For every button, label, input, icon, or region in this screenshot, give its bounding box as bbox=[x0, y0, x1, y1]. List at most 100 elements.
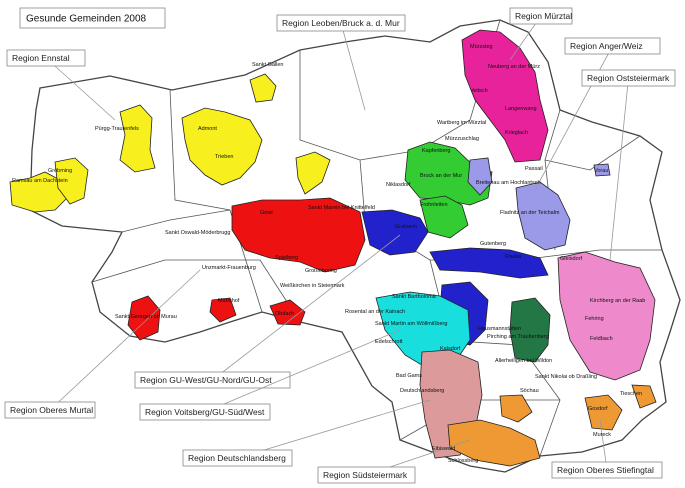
place-label: Rosental an der Kainach bbox=[345, 309, 405, 315]
place-label: Sankt Marein bei Knittelfeld bbox=[308, 205, 375, 211]
label-box bbox=[509, 7, 573, 25]
region-area bbox=[127, 295, 161, 341]
place-label: Mürzzuschlag bbox=[445, 136, 479, 142]
place-label: Passail bbox=[525, 166, 543, 172]
place-label: Kirchberg an der Raab bbox=[590, 298, 645, 304]
region-area bbox=[515, 181, 571, 251]
place-label: Allerheiligen bei Wildon bbox=[495, 358, 552, 364]
state-border bbox=[29, 19, 681, 473]
place-label: Kalsdorf bbox=[440, 346, 461, 352]
region-area bbox=[429, 247, 549, 279]
region-area bbox=[361, 209, 429, 256]
region-label: Region Deutschlandsberg bbox=[188, 453, 286, 463]
region-area bbox=[557, 251, 656, 381]
place-label: Feldbach bbox=[590, 336, 613, 342]
region-area bbox=[231, 197, 366, 273]
region-area bbox=[593, 163, 611, 177]
place-label: Sankt Oswald-Möderbrugg bbox=[165, 230, 230, 236]
region-label: Region GU-West/GU-Nord/GU-Ost bbox=[140, 375, 272, 385]
place-label: Niklasdorf bbox=[386, 182, 411, 188]
region-area bbox=[499, 394, 533, 423]
place-label: Deutschlandsberg bbox=[400, 388, 444, 394]
place-label: Söchau bbox=[520, 388, 539, 394]
leader-line bbox=[609, 77, 629, 261]
place-label: Raaba bbox=[505, 254, 522, 260]
region-area bbox=[269, 299, 306, 326]
place-label: Kapfenberg bbox=[422, 148, 450, 154]
region-area bbox=[447, 419, 541, 467]
place-label: Pirching am Traubenberg bbox=[487, 334, 549, 340]
place-label: Ramsau am Dachstein bbox=[12, 178, 68, 184]
place-label: Gutenberg bbox=[480, 241, 506, 247]
place-label: Bad Gams bbox=[396, 373, 422, 379]
region-area bbox=[54, 157, 89, 205]
region-area bbox=[181, 107, 263, 186]
region-label: Region Oberes Murtal bbox=[10, 405, 93, 415]
label-box bbox=[276, 14, 406, 32]
place-label: Tieschen bbox=[620, 391, 642, 397]
label-box bbox=[6, 49, 86, 67]
place-label: Vorau bbox=[594, 168, 608, 174]
place-label: Sankt Martin am Wöllmißberg bbox=[375, 321, 447, 327]
place-label: Neuberg an der Mürz bbox=[488, 64, 540, 70]
region-label: Region Ennstal bbox=[12, 53, 70, 63]
title: Gesunde Gemeinden 2008 bbox=[26, 14, 147, 25]
region-label: Region Voitsberg/GU-Süd/West bbox=[145, 407, 265, 417]
title-box bbox=[19, 7, 166, 29]
region-area bbox=[467, 157, 493, 196]
region-label: Region Oberes Stiefingtal bbox=[557, 465, 654, 475]
place-label: Langenwang bbox=[505, 106, 537, 112]
place-label: Großlobming bbox=[305, 268, 337, 274]
leader-line bbox=[204, 329, 401, 413]
region-area bbox=[249, 73, 277, 103]
place-label: Sankt Georgen ob Murau bbox=[115, 314, 177, 320]
place-label: Admont bbox=[198, 126, 217, 132]
place-label: Mariahof bbox=[218, 298, 240, 304]
region-area bbox=[404, 141, 493, 206]
place-label: Obdach bbox=[275, 311, 294, 317]
leader-line bbox=[45, 57, 116, 121]
label-box bbox=[564, 37, 661, 55]
place-label: Trieben bbox=[215, 154, 233, 160]
label-box bbox=[317, 466, 416, 484]
place-label: Pürgg-Trautenfels bbox=[95, 126, 139, 132]
place-label: Fehring bbox=[585, 316, 604, 322]
label-box bbox=[134, 371, 291, 389]
place-label: Breitenau am Hochlantsch bbox=[476, 180, 541, 186]
label-box bbox=[4, 401, 96, 419]
place-label: Unzmarkt-Frauenburg bbox=[202, 265, 256, 271]
place-label: Fladnitz an der Teichalm bbox=[500, 210, 560, 216]
leader-line bbox=[340, 22, 366, 111]
region-label: Region Anger/Weiz bbox=[570, 41, 643, 51]
place-label: Krieglach bbox=[505, 130, 528, 136]
region-label: Region Südsteiermark bbox=[323, 470, 408, 480]
leader-line bbox=[49, 269, 201, 411]
place-label: Frohnleiten bbox=[420, 202, 448, 208]
place-label: Gosdorf bbox=[588, 406, 608, 412]
place-label: Bruck an der Mur bbox=[420, 173, 462, 179]
place-label: Gratwein bbox=[395, 224, 417, 230]
place-label: Spielberg bbox=[275, 255, 298, 261]
label-box bbox=[581, 69, 676, 87]
leader-line bbox=[212, 234, 401, 381]
region-label: Region Mürztal bbox=[515, 11, 572, 21]
place-label: Gleisdorf bbox=[560, 256, 582, 262]
region-area bbox=[461, 29, 549, 163]
place-label: Mureck bbox=[593, 432, 611, 438]
place-label: Sankt Nikolai ob Draßling bbox=[535, 374, 597, 380]
place-label: Eibiswald bbox=[432, 446, 455, 452]
place-label: Mürzsteg bbox=[470, 44, 493, 50]
place-label: Sankt Bartholomä bbox=[392, 294, 437, 300]
leader-line bbox=[237, 399, 431, 459]
label-box bbox=[182, 449, 293, 467]
place-label: Schlossberg bbox=[448, 458, 478, 464]
label-box bbox=[551, 461, 663, 479]
place-label: Veitsch bbox=[470, 88, 488, 94]
region-area bbox=[509, 297, 551, 363]
region-label: Region Leoben/Bruck a. d. Mur bbox=[282, 18, 400, 28]
region-area bbox=[631, 384, 657, 409]
place-label: Geist bbox=[260, 210, 273, 216]
region-area bbox=[119, 104, 156, 173]
place-label: Hausmannstätten bbox=[478, 326, 521, 332]
